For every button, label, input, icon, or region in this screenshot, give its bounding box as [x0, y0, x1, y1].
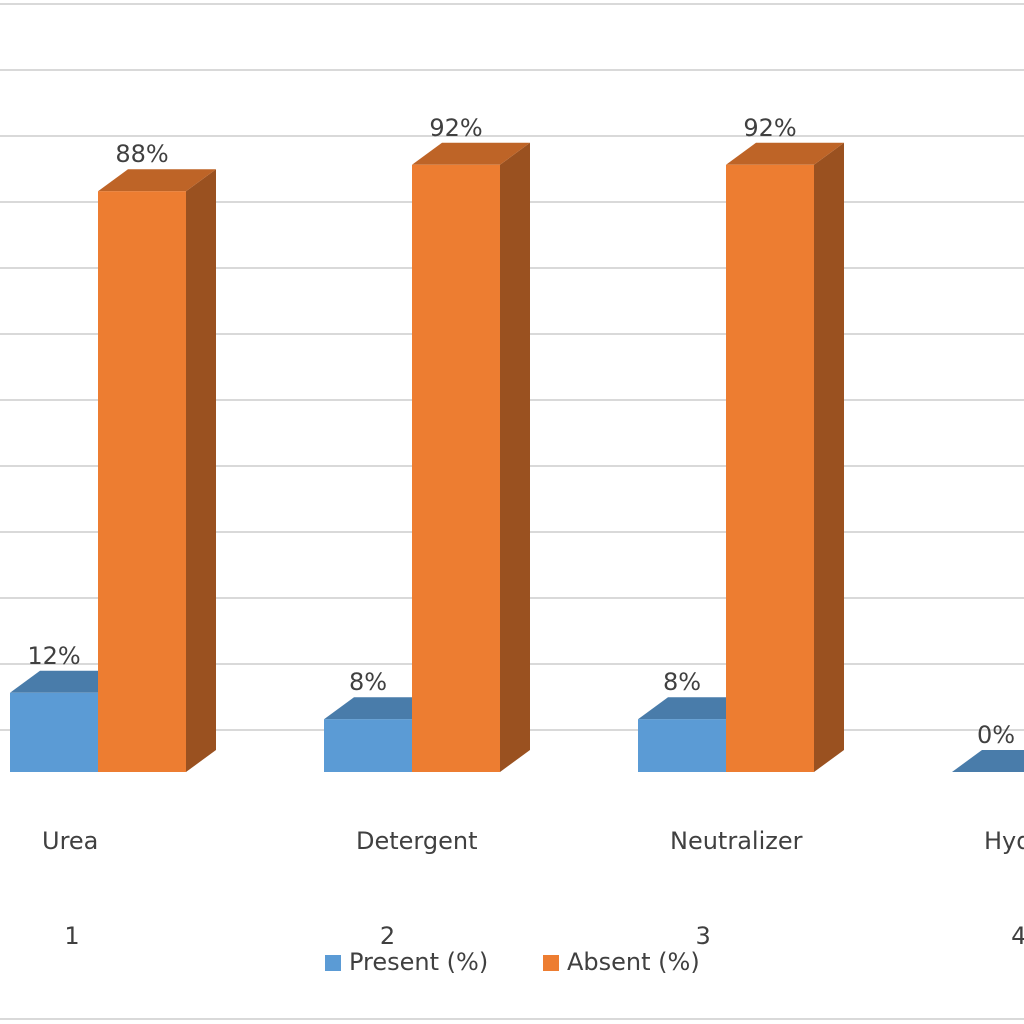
x-group-label: 3	[695, 922, 710, 950]
bar	[412, 142, 530, 773]
x-group-label: 1	[64, 922, 79, 950]
data-label: 88%	[115, 140, 168, 168]
data-label: 8%	[663, 668, 701, 696]
bar-face	[324, 719, 412, 772]
bar-face	[186, 169, 216, 772]
bar-face	[638, 719, 726, 772]
legend-label: Absent (%)	[567, 948, 700, 976]
bar	[98, 169, 216, 772]
data-label: 0%	[977, 721, 1015, 749]
bar-face	[726, 164, 814, 773]
bar-face	[500, 142, 530, 773]
x-group-label: 4	[1011, 922, 1024, 950]
x-group-label: 2	[380, 922, 395, 950]
bar	[952, 750, 1024, 772]
data-label: 8%	[349, 668, 387, 696]
bar-face	[952, 750, 1024, 772]
data-label: 92%	[743, 114, 796, 142]
data-label: 12%	[27, 642, 80, 670]
bar-face	[814, 142, 844, 773]
x-tick-label: Hydrogen	[984, 827, 1024, 855]
bar-face	[98, 191, 186, 772]
x-tick-label: Urea	[42, 827, 98, 855]
data-label: 92%	[429, 114, 482, 142]
bar-face	[412, 164, 500, 773]
legend-label: Present (%)	[349, 948, 488, 976]
bar-face	[726, 142, 844, 165]
x-tick-label: Detergent	[356, 827, 478, 855]
legend-swatch	[543, 955, 559, 971]
bar	[726, 142, 844, 773]
bar-face	[98, 169, 216, 192]
bar-face	[412, 142, 530, 165]
legend-swatch	[325, 955, 341, 971]
bar-face	[10, 692, 98, 772]
x-tick-label: Neutralizer	[670, 827, 803, 855]
